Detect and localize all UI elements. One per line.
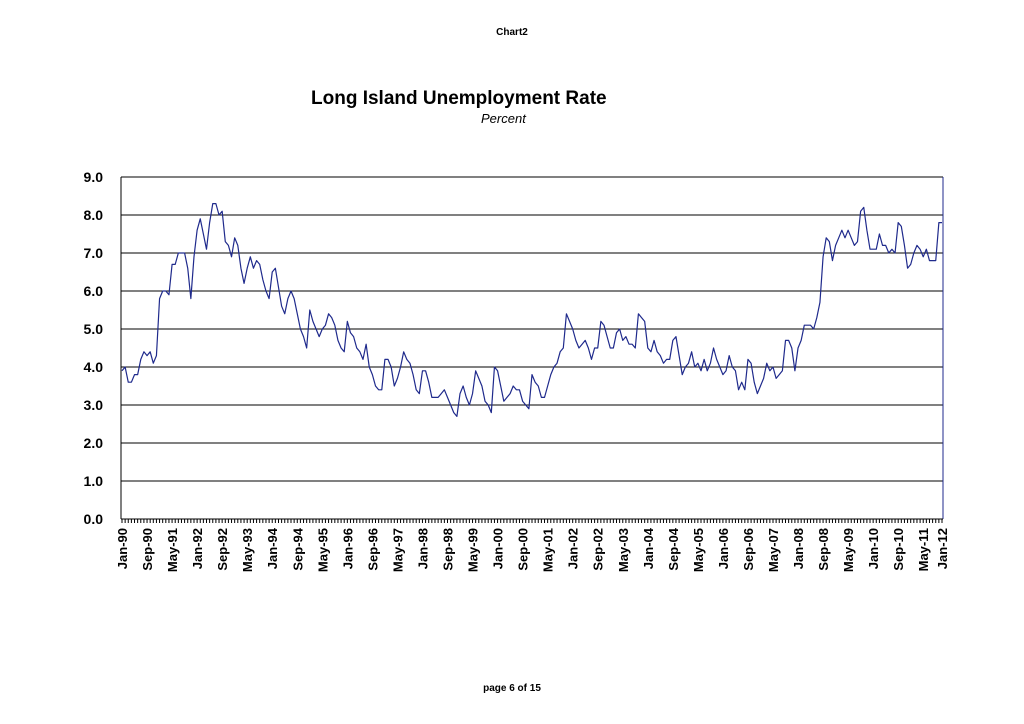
x-tick-label: May-99	[466, 528, 481, 572]
y-tick-label: 5.0	[84, 321, 104, 337]
x-tick-label: Jan-94	[265, 527, 280, 569]
chart-subtitle: Percent	[481, 111, 526, 126]
x-tick-label: Jan-96	[340, 528, 355, 569]
x-tick-label: Jan-10	[866, 528, 881, 569]
x-tick-label: Sep-00	[516, 528, 531, 571]
x-tick-label: May-01	[541, 528, 556, 572]
x-tick-label: Sep-92	[215, 528, 230, 571]
page-header: Chart2	[496, 27, 528, 38]
x-tick-label: Jan-92	[190, 528, 205, 569]
x-tick-label: Sep-90	[140, 528, 155, 571]
series-layer	[121, 203, 942, 417]
x-tick-label: Jan-90	[115, 528, 130, 569]
y-tick-label: 3.0	[84, 397, 104, 413]
y-axis-ticks: 0.0 1.0 2.0 3.0 4.0 5.0 6.0 7.0 8.0 9.0	[84, 169, 104, 527]
x-tick-label: Sep-04	[666, 527, 681, 570]
x-tick-label: Sep-08	[816, 528, 831, 571]
y-tick-label: 9.0	[84, 169, 104, 185]
x-tick-label: Jan-06	[716, 528, 731, 569]
axes	[120, 177, 944, 520]
x-tick-label: May-11	[916, 528, 931, 571]
x-tick-label: May-95	[315, 528, 330, 572]
x-tick-label: Jan-04	[641, 527, 656, 569]
x-tick-label: May-07	[766, 528, 781, 572]
x-tick-label: Sep-06	[741, 528, 756, 571]
x-tick-label: May-97	[390, 528, 405, 572]
x-tick-label: Sep-02	[591, 528, 606, 571]
x-tick-label: May-93	[240, 528, 255, 572]
page-footer: page 6 of 15	[483, 683, 541, 694]
series-line	[121, 203, 942, 417]
x-tick-label: Jan-00	[491, 528, 506, 569]
x-tick-label: Jan-02	[566, 528, 581, 569]
x-tick-label: Sep-96	[365, 528, 380, 571]
x-tick-label: Jan-08	[791, 528, 806, 569]
y-tick-label: 1.0	[84, 473, 104, 489]
x-tick-label: Jan-98	[415, 528, 430, 569]
x-tick-label: Jan-12	[935, 528, 950, 569]
x-tick-label: May-09	[841, 528, 856, 572]
x-tick-label: Sep-98	[440, 528, 455, 571]
y-tick-label: 8.0	[84, 207, 104, 223]
x-tick-label: Sep-10	[891, 528, 906, 571]
y-tick-label: 0.0	[84, 511, 104, 527]
gridlines	[121, 176, 943, 520]
y-tick-label: 7.0	[84, 245, 104, 261]
chart-title: Long Island Unemployment Rate	[311, 88, 607, 109]
y-tick-label: 4.0	[84, 359, 104, 375]
x-tick-label: Sep-94	[290, 527, 305, 570]
x-tick-label: May-05	[691, 528, 706, 572]
x-tick-label: May-91	[165, 528, 180, 572]
y-tick-label: 2.0	[84, 435, 104, 451]
x-axis-ticks: Jan-90 Sep-90 May-91 Jan-92 Sep-92 May-93 Jan-…	[115, 519, 950, 572]
x-tick-label: May-03	[616, 528, 631, 572]
y-tick-label: 6.0	[84, 283, 104, 299]
